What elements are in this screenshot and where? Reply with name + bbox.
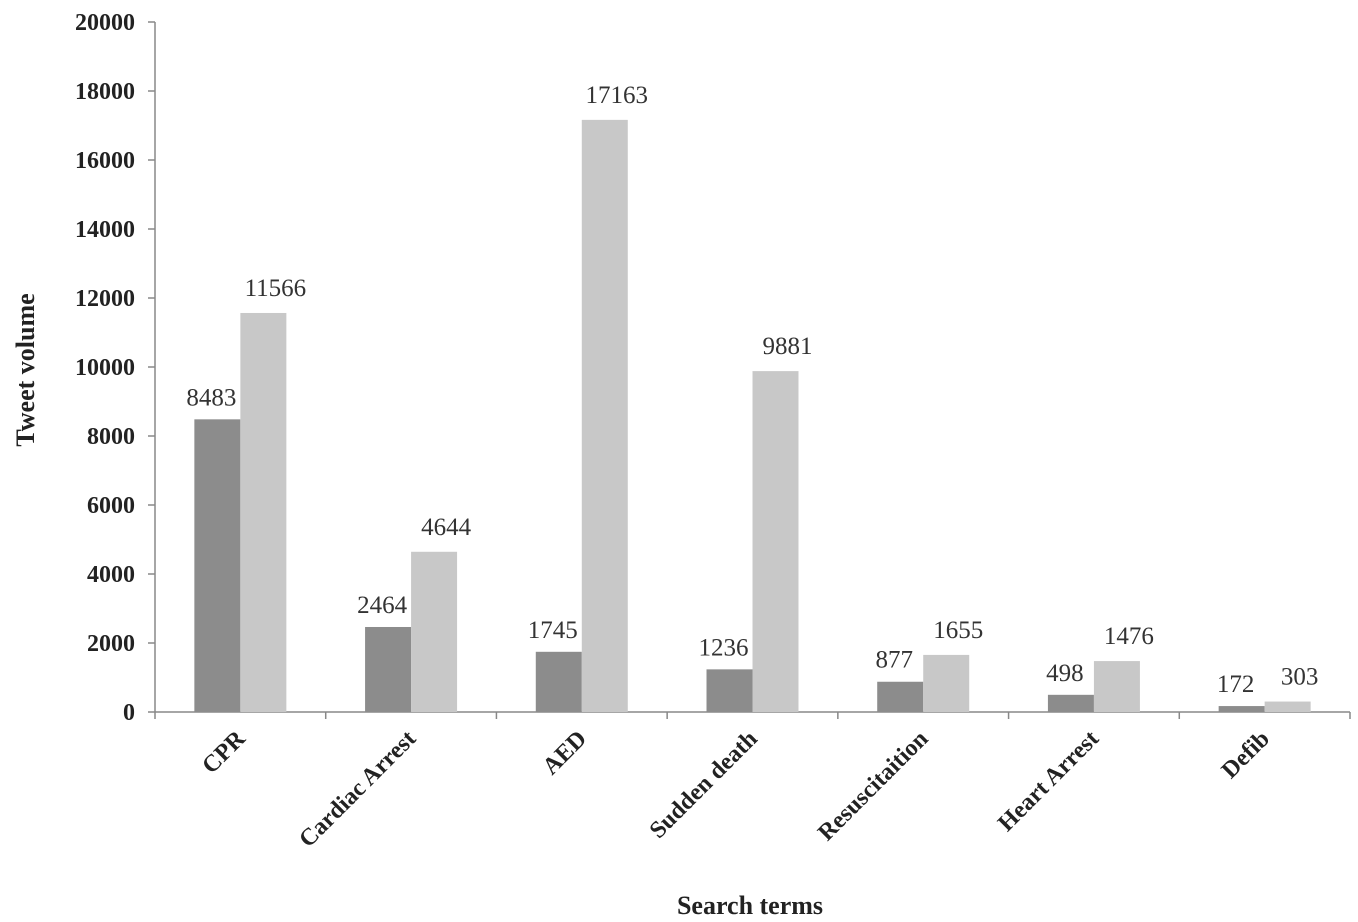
bar-series-1 bbox=[194, 419, 241, 712]
y-tick-label: 16000 bbox=[75, 148, 135, 174]
bar-series-2 bbox=[240, 312, 287, 712]
data-label-series-2: 9881 bbox=[763, 333, 813, 360]
data-label-series-1: 2464 bbox=[357, 592, 408, 619]
data-label-series-2: 1655 bbox=[933, 617, 983, 644]
data-label-series-1: 877 bbox=[875, 647, 913, 674]
bar-series-1 bbox=[365, 626, 412, 712]
bar-series-2 bbox=[923, 654, 970, 712]
bar-series-1 bbox=[1047, 694, 1094, 712]
bar-series-2 bbox=[752, 371, 799, 712]
x-category-label: Resuscitaition bbox=[813, 726, 933, 846]
data-label-series-1: 1236 bbox=[699, 634, 749, 661]
data-label-series-1: 498 bbox=[1046, 660, 1084, 687]
y-tick-label: 8000 bbox=[87, 424, 135, 450]
x-category-label: Defib bbox=[1217, 726, 1275, 784]
y-tick-label: 14000 bbox=[75, 217, 135, 243]
bar-series-2 bbox=[1093, 661, 1140, 712]
y-tick-label: 10000 bbox=[75, 355, 135, 381]
x-category-label: Cardiac Arrest bbox=[294, 726, 421, 853]
y-tick-label: 12000 bbox=[75, 286, 135, 312]
bar-series-1 bbox=[535, 651, 582, 712]
data-label-series-1: 1745 bbox=[528, 617, 578, 644]
y-tick-label: 18000 bbox=[75, 79, 135, 105]
data-label-series-1: 172 bbox=[1217, 671, 1255, 698]
x-axis-title: Search terms bbox=[677, 891, 823, 920]
data-label-series-2: 1476 bbox=[1104, 623, 1154, 650]
bar-series-1 bbox=[877, 681, 924, 712]
bar-series-2 bbox=[1264, 701, 1311, 712]
x-category-label: Heart Arrest bbox=[993, 726, 1104, 837]
data-label-series-2: 17163 bbox=[586, 82, 649, 109]
y-tick-label: 6000 bbox=[87, 493, 135, 519]
bars bbox=[194, 119, 1311, 712]
x-category-label: Sudden death bbox=[645, 726, 763, 844]
x-category-label: AED bbox=[538, 726, 592, 780]
bar-series-1 bbox=[706, 669, 753, 712]
bar-series-2 bbox=[411, 551, 458, 712]
y-tick-label: 4000 bbox=[87, 562, 135, 588]
data-label-series-1: 8483 bbox=[186, 384, 236, 411]
data-labels: 8483 11566 2464 4644 1745 17163 1236 9881 877 165… bbox=[186, 82, 1318, 698]
data-label-series-2: 11566 bbox=[245, 275, 307, 302]
bar-series-2 bbox=[581, 119, 628, 712]
x-category-label: CPR bbox=[197, 725, 251, 779]
data-label-series-2: 303 bbox=[1281, 664, 1319, 691]
y-tick-label: 0 bbox=[123, 700, 135, 726]
y-tick-label: 20000 bbox=[75, 10, 135, 36]
y-tick-label: 2000 bbox=[87, 631, 135, 657]
data-label-series-2: 4644 bbox=[421, 514, 472, 541]
y-axis-title: Tweet volume bbox=[11, 293, 40, 446]
bar-series-1 bbox=[1218, 706, 1265, 712]
